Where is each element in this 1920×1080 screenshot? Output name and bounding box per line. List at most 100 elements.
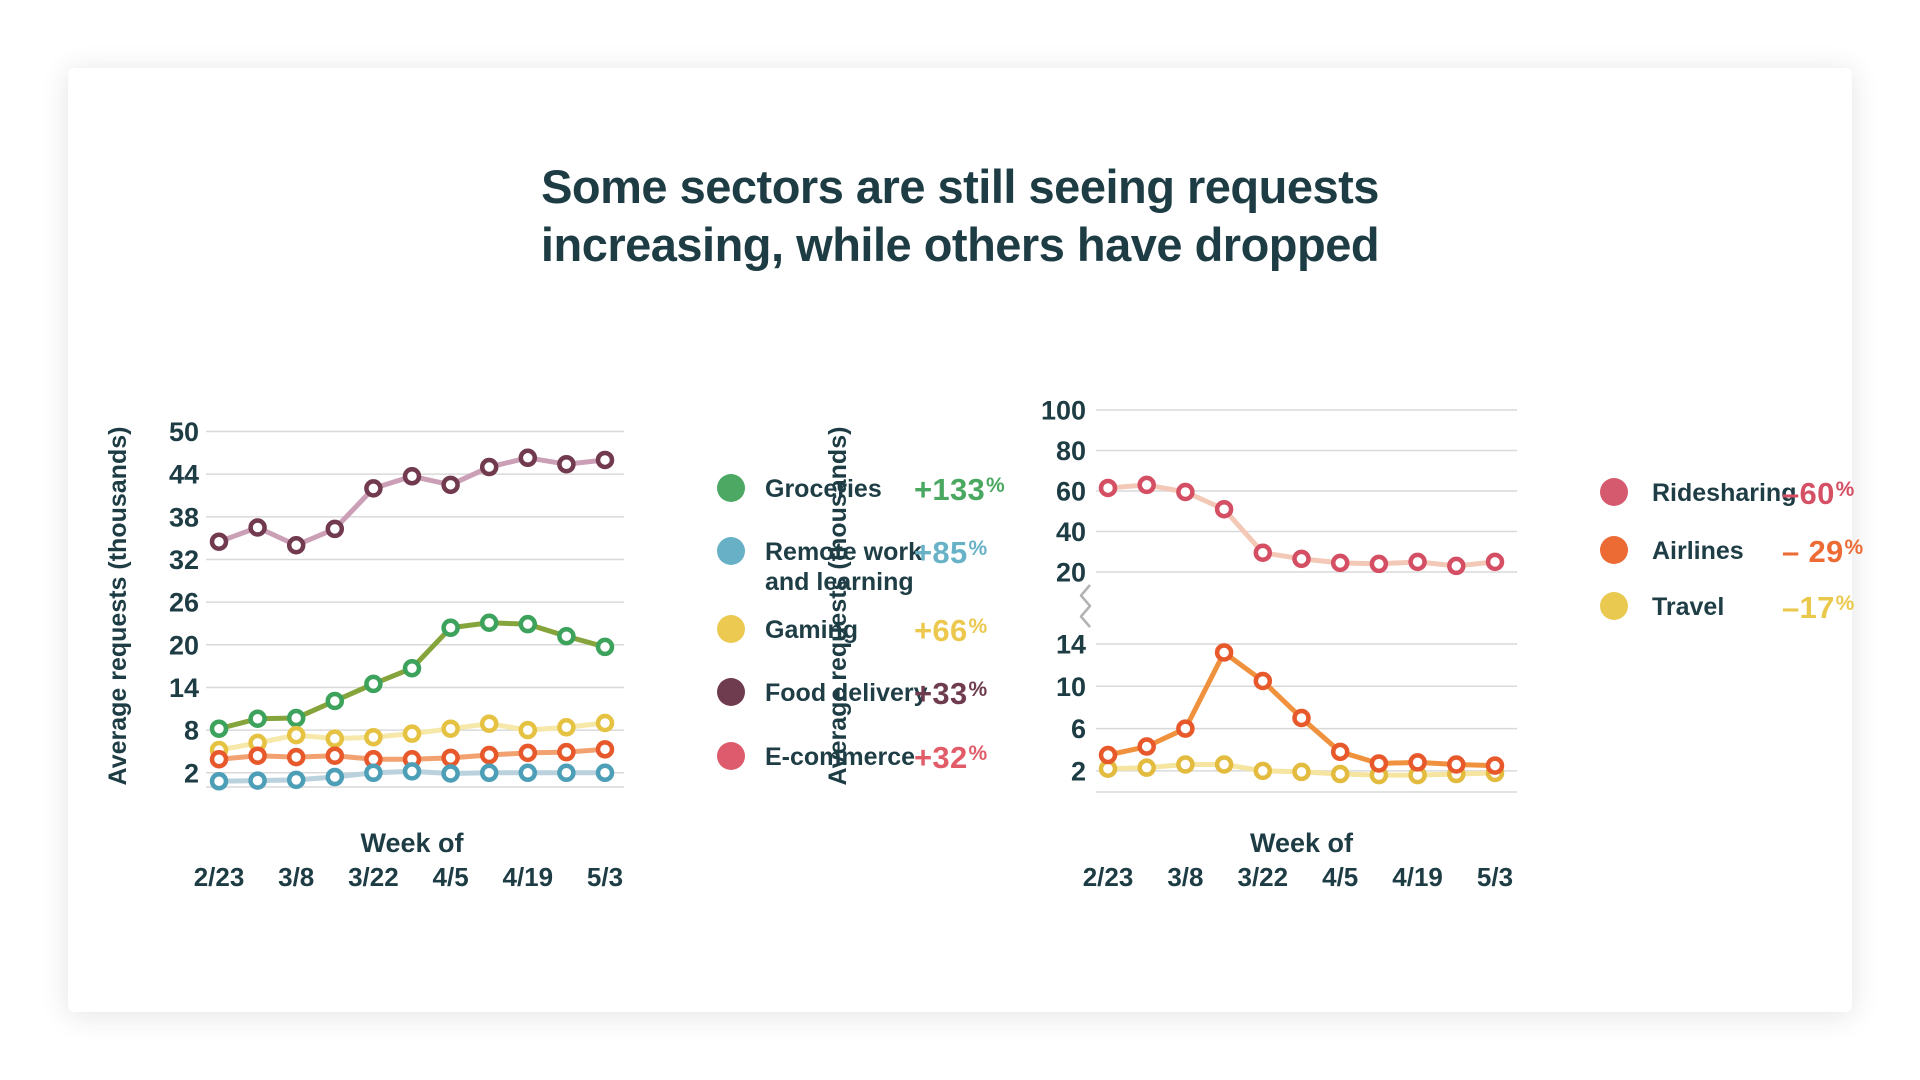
y-tick-label: 44 — [169, 460, 199, 490]
y-tick-label: 2 — [184, 758, 199, 788]
gaming-marker — [557, 718, 576, 737]
airlines-marker — [1292, 708, 1311, 728]
gaming-marker — [518, 720, 538, 740]
ridesharing-marker — [1408, 552, 1427, 572]
remote_work-marker — [364, 763, 383, 783]
groceries-legend-dot-icon — [717, 474, 745, 502]
y-tick-label: 20 — [169, 630, 199, 660]
ridesharing-marker — [1137, 475, 1156, 495]
groceries-marker — [557, 627, 576, 646]
ecommerce-marker — [325, 746, 345, 765]
legend-item-remote_work: Remote work and learning +85% — [717, 535, 1157, 597]
y-tick-label: 10 — [1056, 672, 1086, 702]
ridesharing-marker — [1447, 556, 1466, 576]
gaming-marker — [364, 727, 383, 747]
groceries-marker — [209, 719, 229, 738]
legend-item-gaming: Gaming +66% — [717, 613, 1157, 648]
x-tick-label: 2/23 — [194, 862, 245, 892]
x-tick-label: 3/22 — [1237, 862, 1288, 892]
percent-sign: % — [968, 615, 988, 638]
groceries-marker — [595, 637, 615, 657]
gaming-marker — [402, 724, 422, 743]
y-tick-label: 14 — [1056, 630, 1086, 660]
groceries-marker — [286, 708, 306, 728]
y-tick-label: 40 — [1056, 517, 1086, 547]
ridesharing-marker — [1253, 543, 1273, 563]
x-tick-label: 3/8 — [1167, 862, 1203, 892]
y-tick-label: 32 — [169, 545, 199, 575]
ridesharing-marker — [1292, 549, 1311, 569]
y-tick-label: 38 — [169, 502, 199, 532]
ridesharing-marker — [1098, 478, 1118, 498]
y-axis-break-icon — [1079, 584, 1092, 628]
food_delivery-marker — [441, 475, 460, 495]
decreasing-sectors-line-chart: 2 6 10 14 20 40 60 80 100 2/23 3/8 3/22 4/5 4/19 5/3 We… — [824, 396, 1517, 892]
ridesharing-legend-dot-icon — [1600, 478, 1628, 506]
travel-legend-dot-icon — [1600, 592, 1628, 620]
remote_work-marker — [209, 772, 229, 791]
remote_work-marker — [595, 763, 615, 783]
food_delivery-marker — [595, 450, 615, 470]
percent-sign: % — [968, 537, 988, 560]
legend-label-travel: Travel — [1652, 593, 1725, 621]
page-title-line2: increasing, while others have dropped — [540, 218, 1380, 271]
percent-sign: % — [1835, 478, 1855, 501]
legend-item-airlines: Airlines – 29% — [1600, 534, 1920, 569]
x-tick-label: 4/5 — [1322, 862, 1358, 892]
y-tick-label: 6 — [1071, 714, 1086, 744]
y-tick-label: 20 — [1056, 558, 1086, 588]
travel-marker — [1214, 755, 1234, 774]
gaming-marker — [286, 725, 306, 745]
ridesharing-marker — [1214, 499, 1234, 519]
y-axis-title: Average requests (thousands) — [824, 427, 852, 786]
food_delivery-marker — [286, 536, 306, 555]
gaming-legend-dot-icon — [717, 615, 745, 643]
percent-change-groceries: +133% — [914, 472, 1006, 507]
percent-sign: % — [1835, 592, 1855, 615]
y-tick-label: 60 — [1056, 477, 1086, 507]
airlines-marker — [1447, 755, 1466, 774]
ridesharing-marker — [1330, 553, 1350, 573]
remote_work-marker — [325, 767, 345, 787]
groceries-marker — [248, 709, 267, 728]
ecommerce-marker — [595, 740, 615, 759]
ridesharing-marker — [1369, 554, 1389, 574]
percent-change-gaming: +66% — [914, 613, 988, 648]
ridesharing-marker — [1485, 552, 1505, 572]
groceries-marker — [479, 613, 499, 633]
legend-label-ridesharing: Ridesharing — [1652, 479, 1797, 507]
gaming-marker — [325, 729, 345, 748]
airlines-legend-dot-icon — [1600, 536, 1628, 564]
travel-marker — [1253, 761, 1273, 781]
groceries-marker — [325, 691, 345, 711]
airlines-marker — [1369, 754, 1389, 773]
airlines-marker — [1137, 737, 1156, 756]
food_delivery-marker — [325, 519, 345, 539]
ecommerce-marker — [479, 745, 499, 765]
percent-change-remote_work: +85% — [914, 535, 988, 570]
food_delivery-marker — [518, 448, 538, 468]
legend-label-airlines: Airlines — [1652, 537, 1744, 565]
remote_work-marker — [557, 763, 576, 783]
airlines-marker — [1176, 719, 1195, 738]
food_delivery-marker — [557, 454, 576, 474]
percent-sign: % — [968, 742, 988, 765]
percent-change-airlines: – 29% — [1782, 534, 1864, 569]
travel-marker — [1176, 755, 1195, 774]
travel-marker — [1137, 758, 1156, 777]
airlines-marker — [1330, 742, 1350, 762]
ridesharing-marker — [1176, 482, 1195, 502]
percent-change-food_delivery: +33% — [914, 676, 988, 711]
food_delivery-marker — [402, 467, 422, 486]
gaming-marker — [595, 713, 615, 733]
ecommerce-legend-dot-icon — [717, 742, 745, 770]
y-tick-label: 50 — [169, 417, 199, 447]
food_delivery-marker — [209, 532, 229, 551]
ecommerce-marker — [286, 747, 306, 767]
infographic-card: Some sectors are still seeing requests i… — [68, 68, 1863, 1012]
legend-label-groceries: Groceries — [765, 475, 882, 503]
legend-label-gaming: Gaming — [765, 616, 859, 644]
groceries-marker — [441, 618, 460, 637]
remote_work-marker — [441, 764, 460, 783]
